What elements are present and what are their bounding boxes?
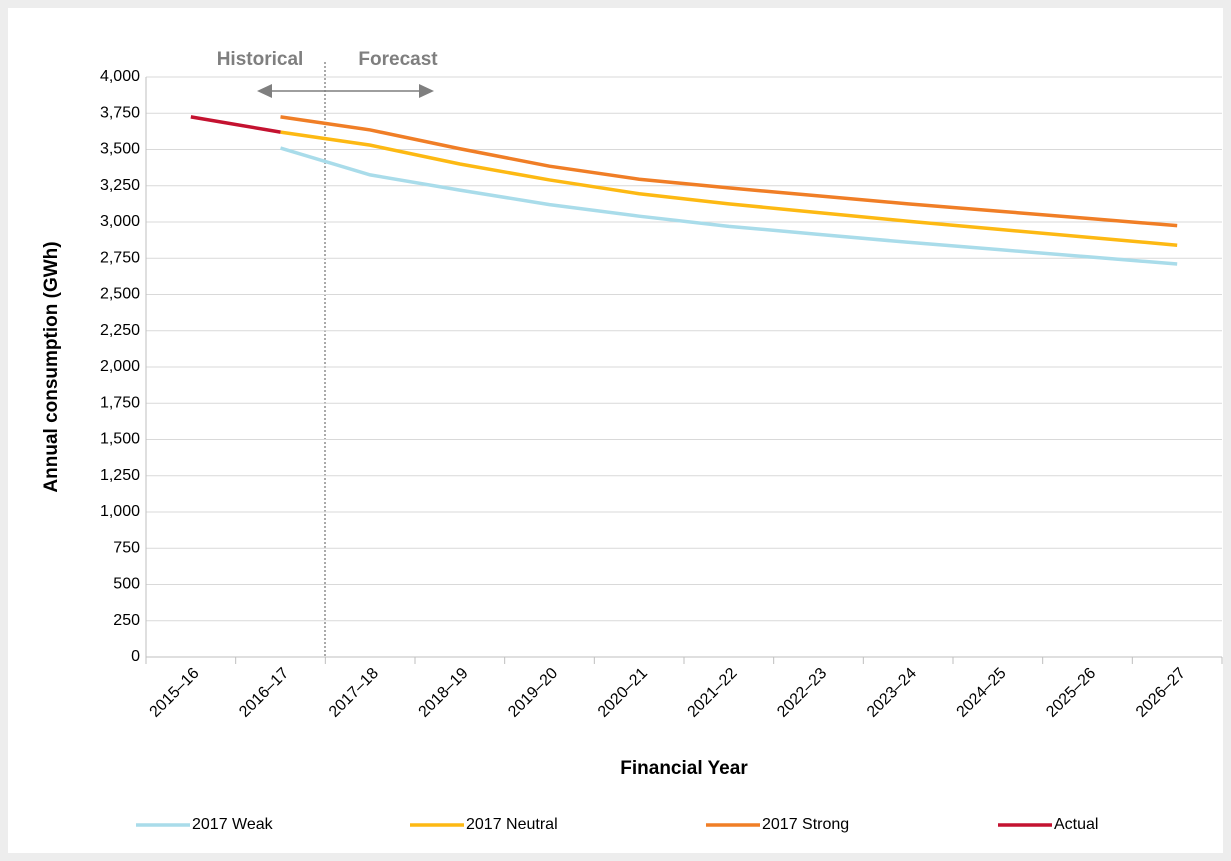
range-arrow: [257, 84, 434, 98]
y-tick-label: 2,750: [100, 249, 140, 266]
y-tick-label: 2,000: [100, 358, 140, 375]
x-axis-title: Financial Year: [620, 758, 748, 779]
y-tick-label: 2,250: [100, 322, 140, 339]
y-tick-label: 250: [113, 612, 140, 629]
annotation: Historical: [217, 49, 304, 70]
y-tick-label: 2,500: [100, 286, 140, 303]
y-tick-label: 4,000: [100, 68, 140, 85]
chart-background: [8, 8, 1223, 853]
y-tick-label: 750: [113, 539, 140, 556]
y-tick-label: 1,250: [100, 467, 140, 484]
legend-label: 2017 Neutral: [466, 816, 558, 833]
legend-label: 2017 Strong: [762, 816, 849, 833]
series-line: [280, 130, 1178, 247]
annotation: Forecast: [358, 49, 438, 70]
y-tick-label: 3,250: [100, 177, 140, 194]
y-tick-label: 1,000: [100, 503, 140, 520]
y-tick-label: 3,500: [100, 141, 140, 158]
y-tick-label: 0: [131, 648, 140, 665]
y-tick-label: 1,500: [100, 431, 140, 448]
y-tick-label: 1,750: [100, 394, 140, 411]
legend-label: 2017 Weak: [192, 816, 274, 833]
y-tick-label: 500: [113, 576, 140, 593]
y-tick-label: 3,000: [100, 213, 140, 230]
legend-label: Actual: [1054, 816, 1098, 833]
series-line: [190, 115, 281, 134]
y-tick-label: 3,750: [100, 104, 140, 121]
series-line: [279, 146, 1178, 266]
y-axis-title: Annual consumption (GWh): [41, 241, 62, 492]
series-line: [280, 115, 1178, 228]
